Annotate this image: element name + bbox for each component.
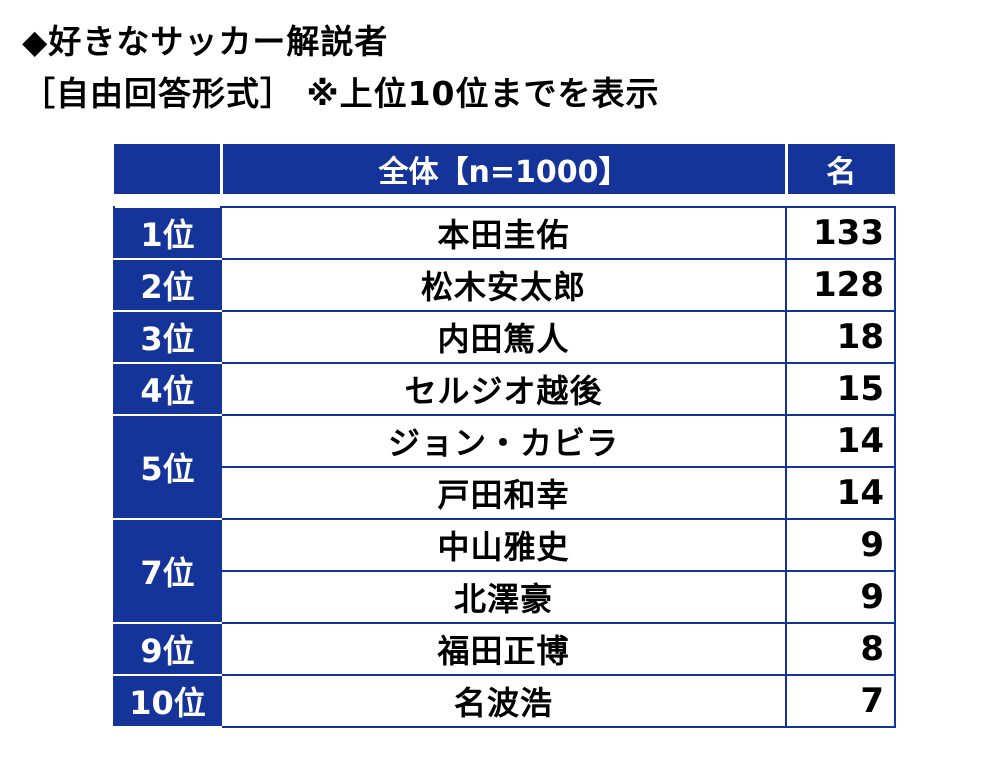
table-row: 7位 中山雅史 9 [113,518,896,624]
chart-subtitle: ［自由回答形式］ ※上位10位までを表示 [22,74,660,113]
vote-count: 128 [785,258,896,312]
table-row: 戸田和幸 14 [114,466,896,520]
vote-count: 14 [785,414,896,468]
table-row: 2位 松木安太郎 128 [113,258,896,312]
table-row: 1位 本田圭佑 133 [113,206,896,260]
table-row: 10位 名波浩 7 [113,674,896,728]
gap-cell [114,194,895,207]
header-count-unit: 名 [784,144,895,194]
vote-count: 9 [785,570,896,624]
vote-count: 9 [785,518,896,572]
commentator-name: 福田正博 [220,622,787,676]
commentator-name: 北澤豪 [220,570,787,624]
rank-cell: 5位 [113,414,222,520]
rank-cell: 1位 [113,206,222,260]
commentator-name: 本田圭佑 [220,206,787,260]
header-row: 全体【n=1000】 名 [114,144,895,194]
rank-cell: 7位 [113,518,222,624]
commentator-name: ジョン・カビラ [220,414,787,468]
rank-cell: 9位 [113,622,222,676]
vote-count: 8 [785,622,896,676]
header-total: 全体【n=1000】 [219,144,788,194]
commentator-name: 松木安太郎 [220,258,787,312]
chart-title: ◆好きなサッカー解説者 [22,22,389,61]
vote-count: 15 [785,362,896,416]
commentator-name: 名波浩 [220,674,787,728]
header-rank [114,144,223,194]
rank-cell: 10位 [113,674,222,728]
table-row: 北澤豪 9 [114,570,896,624]
rank-cell: 4位 [113,362,222,416]
header-gap [114,194,895,207]
table-row: 9位 福田正博 8 [113,622,896,676]
vote-count: 7 [785,674,896,728]
commentator-name: 中山雅史 [220,518,787,572]
table-body: 1位 本田圭佑 133 2位 松木安太郎 128 3位 内田篤人 18 4位 セルジオ越後 15 5位ジ… [113,206,896,728]
vote-count: 14 [785,466,896,520]
vote-count: 133 [785,206,896,260]
table-row: 3位 内田篤人 18 [113,310,896,364]
rank-cell: 2位 [113,258,222,312]
commentator-name: 戸田和幸 [220,466,787,520]
rank-cell: 3位 [113,310,222,364]
commentator-name: 内田篤人 [220,310,787,364]
table-row: 5位 ジョン・カビラ 14 [113,414,896,520]
vote-count: 18 [785,310,896,364]
commentator-name: セルジオ越後 [220,362,787,416]
ranking-table: 全体【n=1000】 名 1位 本田圭佑 133 2位 松木安太郎 128 3位 内田篤人 18… [113,144,896,728]
table-row: 4位 セルジオ越後 15 [113,362,896,416]
